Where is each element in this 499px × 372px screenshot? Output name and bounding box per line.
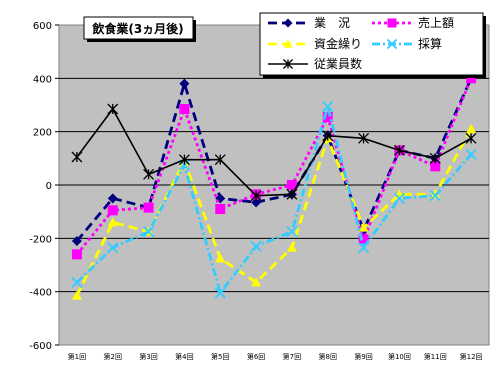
series-line (75, 104, 473, 295)
data-point (71, 276, 83, 288)
data-point (143, 202, 154, 213)
data-point (283, 18, 293, 28)
data-point (71, 290, 82, 300)
y-axis-ticks: -600 -400 -200 0 200 400 600 (29, 21, 59, 352)
data-point (286, 242, 297, 252)
legend-entry: 業 況 (268, 15, 350, 30)
x-tick-label: 第4回 (175, 352, 193, 361)
data-point (178, 154, 190, 166)
data-point (430, 161, 441, 172)
x-tick-label: 第9回 (354, 352, 372, 361)
y-tick-label: -200 (29, 234, 52, 245)
data-point (322, 130, 334, 142)
data-point (250, 240, 262, 252)
legend-label: 従業員数 (314, 56, 362, 71)
data-point (215, 204, 226, 214)
legend-label: 売上額 (418, 15, 454, 30)
legend-label: 資金繰り (314, 36, 362, 51)
legend-entry: 売上額 (372, 15, 454, 30)
data-point (143, 168, 155, 180)
title-box (83, 16, 194, 40)
legend-entry: 採算 (372, 36, 442, 51)
x-tick-label: 第11回 (424, 352, 447, 361)
series-line (75, 77, 473, 256)
data-point (179, 104, 190, 114)
data-point (215, 253, 226, 263)
series-2 (71, 73, 477, 260)
data-point (465, 148, 477, 160)
data-point (429, 190, 441, 202)
legend-label: 業 況 (314, 15, 350, 30)
data-point (286, 226, 298, 238)
x-tick-label: 第1回 (68, 352, 86, 361)
x-tick-label: 第6回 (247, 352, 265, 361)
legend-entry: 従業員数 (268, 56, 362, 71)
series-line (76, 108, 472, 197)
legend-label: 採算 (418, 36, 442, 51)
legend-entry: 資金繰り (268, 36, 362, 51)
data-point (71, 249, 82, 260)
data-point (214, 154, 226, 166)
data-point (107, 242, 119, 254)
data-point (286, 188, 298, 200)
x-tick-label: 第5回 (211, 352, 229, 361)
data-point (358, 222, 369, 232)
y-tick-label: 600 (33, 21, 52, 32)
chart-title-box: 飲食業(3ヵ月後) (83, 16, 196, 42)
data-point (179, 78, 190, 89)
data-point (357, 242, 370, 254)
data-point (250, 190, 262, 202)
data-point (286, 180, 297, 190)
y-tick-label: -400 (29, 288, 52, 299)
y-tick-label: 0 (46, 181, 52, 192)
data-point (386, 38, 398, 50)
data-point (214, 287, 226, 299)
data-point (251, 197, 262, 208)
data-point (142, 226, 155, 238)
data-point (107, 205, 118, 216)
x-tick-label: 第10回 (388, 352, 411, 361)
data-point (466, 73, 477, 84)
data-point (358, 234, 369, 245)
data-point (465, 132, 477, 144)
x-tick-label: 第2回 (104, 352, 122, 361)
y-tick-label: 400 (33, 74, 52, 85)
x-tick-label: 第3回 (139, 352, 157, 361)
data-point (251, 277, 262, 287)
data-point (466, 124, 477, 133)
data-point (283, 59, 293, 69)
data-point (358, 132, 370, 144)
x-tick-label: 第12回 (460, 352, 483, 361)
x-axis-ticks: 第1回 第2回 第3回 第4回 第5回 第6回 第7回 第8回 第9回 第10回 第11回 第12回 (68, 352, 483, 361)
data-point (393, 144, 405, 156)
data-point (393, 192, 406, 204)
data-point (322, 112, 333, 122)
chart-title: 飲食業(3ヵ月後) (91, 21, 183, 36)
x-tick-label: 第7回 (283, 352, 301, 361)
data-point (71, 236, 82, 246)
data-point (107, 193, 118, 204)
data-point (107, 103, 119, 115)
series-layer (71, 73, 477, 300)
series-5 (71, 103, 477, 202)
x-tick-label: 第8回 (319, 352, 337, 361)
series-4 (71, 100, 477, 299)
data-point (283, 39, 293, 48)
data-point (107, 217, 118, 227)
data-point (387, 18, 397, 28)
y-tick-label: 200 (33, 128, 52, 139)
y-tick-label: -600 (29, 341, 52, 352)
series-line (75, 128, 473, 297)
data-point (322, 100, 334, 112)
data-point (429, 152, 441, 164)
data-point (71, 151, 83, 163)
